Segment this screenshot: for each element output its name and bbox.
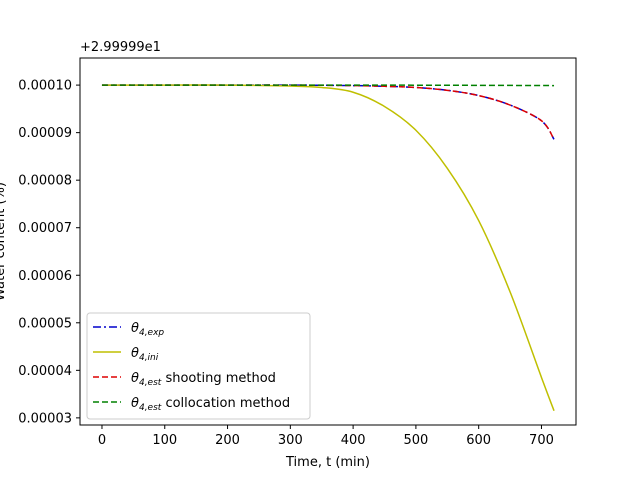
- y-tick-label: 0.00010: [18, 79, 72, 94]
- x-tick-label: 100: [152, 433, 177, 448]
- x-axis: 0 100 200 300 400 500 600 700: [98, 425, 554, 448]
- y-offset-label: +2.99999e1: [80, 40, 161, 55]
- x-tick-label: 300: [278, 433, 303, 448]
- y-tick-label: 0.00009: [18, 126, 72, 141]
- x-tick-label: 200: [215, 433, 240, 448]
- x-axis-label: Time, t (min): [285, 455, 370, 470]
- y-tick-label: 0.00007: [18, 221, 72, 236]
- y-axis-label: Water content (%): [0, 182, 8, 301]
- y-tick-label: 0.00005: [18, 316, 72, 331]
- x-tick-label: 500: [403, 433, 428, 448]
- y-tick-label: 0.00006: [18, 269, 72, 284]
- x-tick-label: 600: [466, 433, 491, 448]
- x-tick-label: 400: [341, 433, 366, 448]
- x-tick-label: 700: [529, 433, 554, 448]
- y-tick-label: 0.00008: [18, 174, 72, 189]
- y-tick-label: 0.00004: [18, 364, 72, 379]
- y-tick-label: 0.00003: [18, 411, 72, 426]
- y-axis: 0.00003 0.00004 0.00005 0.00006 0.00007 0.000…: [18, 79, 80, 427]
- x-tick-label: 0: [98, 433, 106, 448]
